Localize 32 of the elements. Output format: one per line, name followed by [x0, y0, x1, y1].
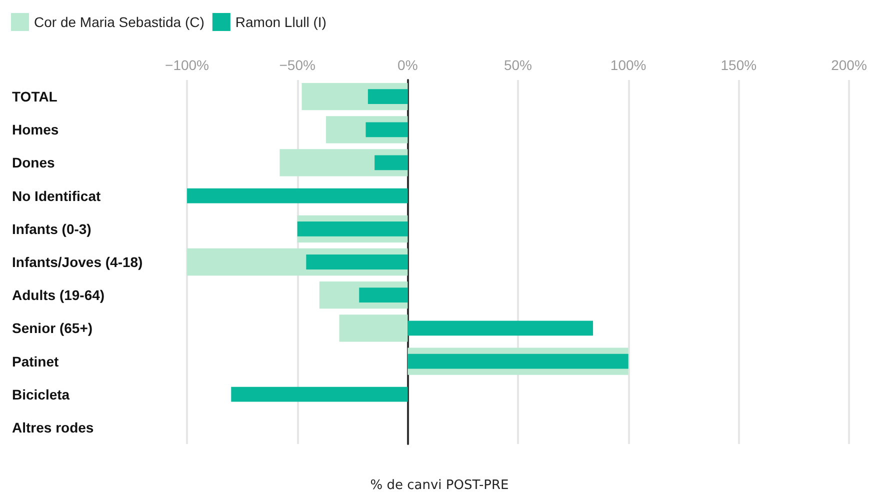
y-tick-label: No Identificat — [12, 188, 102, 204]
y-tick-label: Dones — [12, 154, 55, 171]
y-tick-label: Altres rodes — [12, 419, 94, 436]
y-tick-label: Patinet — [12, 353, 60, 370]
bar — [374, 155, 408, 170]
legend-label: Ramon Llull (I) — [235, 14, 326, 30]
x-tick-label: 100% — [610, 57, 646, 73]
y-tick-label: Infants (0-3) — [12, 220, 92, 237]
bar — [366, 122, 408, 138]
bar — [187, 188, 408, 204]
bar — [408, 354, 628, 369]
bar — [306, 254, 408, 270]
bar — [339, 314, 408, 342]
y-tick-label: Senior (65+) — [12, 320, 93, 336]
bar — [368, 89, 408, 104]
x-axis-title: % de canvi POST-PRE — [370, 478, 509, 493]
y-tick-label: TOTAL — [12, 88, 58, 105]
x-tick-label: 50% — [504, 57, 532, 73]
y-tick-label: Bicicleta — [12, 386, 70, 402]
y-tick-label: Homes — [12, 122, 59, 138]
bar — [408, 320, 594, 336]
x-tick-label: −100% — [165, 57, 209, 73]
y-tick-label: Infants/Joves (4-18) — [12, 254, 143, 270]
bar — [231, 386, 408, 402]
y-tick-label: Adults (19-64) — [12, 287, 105, 304]
x-tick-label: −50% — [279, 57, 316, 73]
bar — [359, 288, 408, 303]
legend-label: Cor de Maria Sebastida (C) — [34, 14, 204, 30]
bar — [297, 221, 408, 236]
x-tick-label: 200% — [831, 57, 867, 73]
x-tick-label: 150% — [720, 57, 757, 73]
x-tick-label: 0% — [398, 57, 418, 73]
